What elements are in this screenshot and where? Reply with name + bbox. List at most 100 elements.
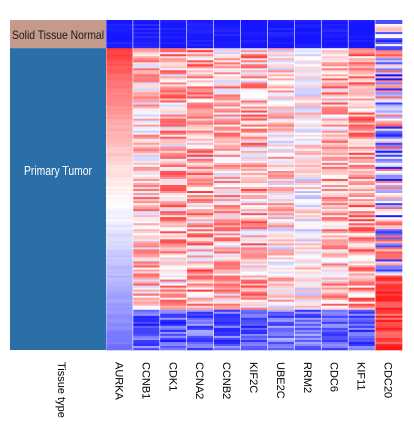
heatmap-cell [240, 347, 268, 351]
heatmap-cell [267, 172, 295, 176]
heatmap-cell [348, 36, 376, 39]
heatmap-cell [132, 337, 161, 341]
heatmap-cell [186, 148, 214, 152]
heatmap-cell [106, 62, 134, 65]
heatmap-cell [106, 88, 134, 91]
heatmap-cell [240, 275, 268, 278]
heatmap-cell [348, 323, 376, 327]
heatmap-cell [321, 259, 349, 262]
heatmap-cell [294, 158, 322, 162]
heatmap-cell [321, 144, 349, 148]
heatmap-cell [240, 146, 268, 150]
heatmap-cell [132, 191, 161, 194]
heatmap-cell [106, 279, 134, 282]
heatmap-cell [321, 114, 349, 117]
heatmap-cell [106, 182, 134, 186]
heatmap-cell [294, 275, 322, 278]
heatmap-cell [240, 329, 268, 333]
heatmap-cell [321, 146, 349, 150]
heatmap-cell [348, 279, 376, 282]
heatmap-cell [159, 283, 188, 286]
heatmap-cell [267, 265, 295, 268]
heatmap-cell [267, 70, 295, 73]
heatmap-cell [267, 193, 295, 196]
heatmap-cell [294, 82, 322, 85]
heatmap-cell [348, 325, 376, 329]
heatmap-cell [294, 72, 322, 75]
heatmap-cell [132, 341, 161, 345]
heatmap-cell [213, 142, 241, 146]
heatmap-cell [159, 255, 188, 258]
heatmap-cell [159, 70, 188, 73]
heatmap-cell [348, 301, 376, 305]
heatmap-cell [375, 116, 403, 119]
heatmap-cell [213, 144, 241, 148]
heatmap-cell [294, 40, 322, 43]
heatmap-cell [240, 58, 268, 61]
heatmap-cell [348, 247, 376, 250]
heatmap-cell [240, 44, 268, 47]
heatmap-cell [186, 329, 214, 333]
heatmap-cell [375, 291, 403, 294]
heatmap-cell [186, 243, 214, 246]
heatmap-cell [375, 96, 403, 99]
heatmap-cell [375, 34, 403, 37]
heatmap-cell [267, 267, 295, 270]
heatmap-cell [132, 120, 161, 123]
heatmap-cell [267, 38, 295, 41]
heatmap-cell [267, 118, 295, 121]
heatmap-cell [267, 100, 295, 103]
heatmap-cell [159, 172, 188, 176]
heatmap-cell [213, 22, 241, 25]
heatmap-cell [321, 56, 349, 59]
heatmap-cell [106, 327, 134, 331]
heatmap-cell [375, 52, 403, 55]
heatmap-cell [294, 329, 322, 333]
heatmap-cell [348, 74, 376, 77]
heatmap-cell [213, 293, 241, 296]
heatmap-cell [106, 76, 134, 79]
heatmap-cell [132, 185, 161, 188]
heatmap-cell [348, 205, 376, 208]
heatmap-cell [132, 347, 161, 351]
heatmap-cell [294, 281, 322, 284]
heatmap-cell [159, 267, 188, 270]
heatmap-cell [294, 261, 322, 264]
heatmap-cell [106, 251, 134, 254]
heatmap-cell [294, 287, 322, 290]
heatmap-cell [186, 231, 214, 234]
heatmap-cell [267, 221, 295, 224]
heatmap-cell [375, 102, 403, 105]
heatmap-cell [267, 154, 295, 158]
heatmap-cell [240, 343, 268, 347]
heatmap-cell [106, 201, 134, 204]
heatmap-cell [348, 54, 376, 57]
heatmap-cell [213, 38, 241, 41]
heatmap-cell [132, 62, 161, 65]
heatmap-cell [375, 38, 403, 41]
heatmap-cell [186, 237, 214, 240]
heatmap-cell [213, 209, 241, 212]
heatmap-cell [132, 323, 161, 327]
heatmap-cell [321, 261, 349, 264]
heatmap-cell [240, 219, 268, 222]
heatmap-cell [213, 122, 241, 125]
heatmap-cell [375, 261, 403, 264]
heatmap-cell [106, 265, 134, 268]
heatmap-cell [132, 170, 161, 174]
heatmap-cell [240, 22, 268, 25]
heatmap-cell [375, 122, 403, 125]
heatmap-cell [294, 269, 322, 272]
heatmap-cell [132, 154, 161, 158]
heatmap-cell [159, 160, 188, 164]
heatmap-cell [132, 327, 161, 331]
heatmap-cell [240, 176, 268, 180]
heatmap-cell [375, 170, 403, 174]
heatmap-cell [321, 253, 349, 256]
heatmap-cell [240, 66, 268, 69]
heatmap-cell [159, 104, 188, 107]
heatmap-cell [294, 118, 322, 121]
heatmap-cell [159, 287, 188, 290]
heatmap-cell [240, 166, 268, 170]
heatmap-cell [267, 307, 295, 311]
